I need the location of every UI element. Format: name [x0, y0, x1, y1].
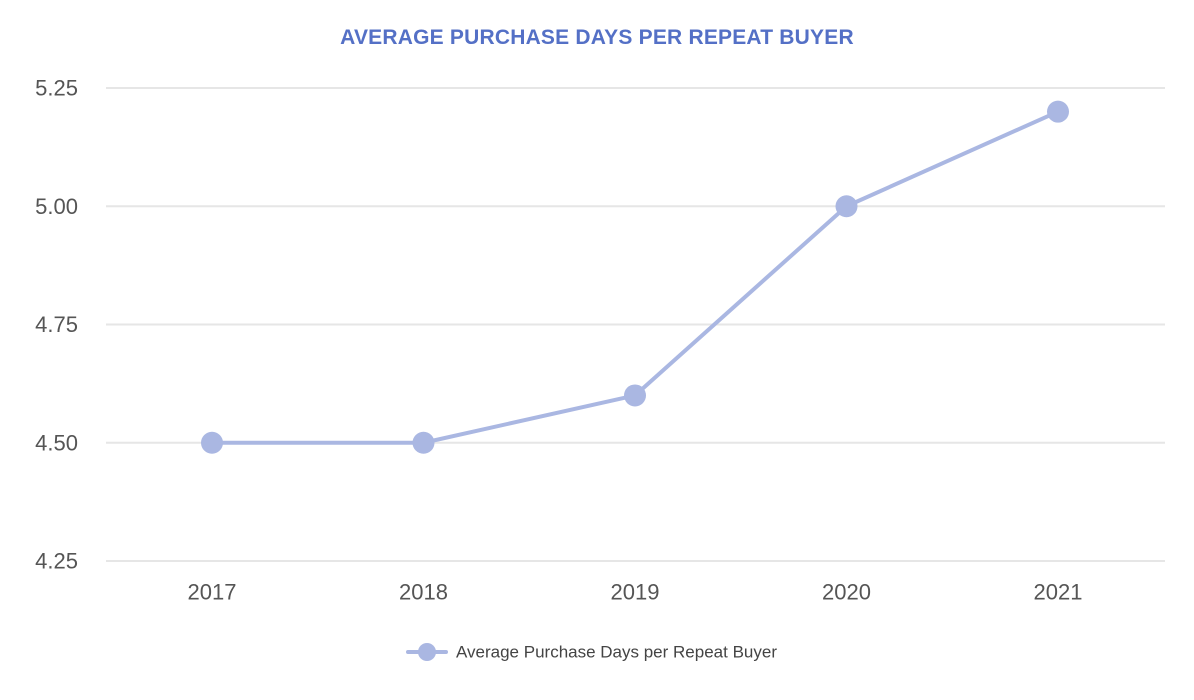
x-tick-label: 2017 [188, 580, 237, 605]
legend-label: Average Purchase Days per Repeat Buyer [456, 643, 777, 662]
y-tick-label: 4.50 [35, 430, 78, 455]
y-tick-label: 4.75 [35, 312, 78, 337]
y-tick-label: 5.00 [35, 194, 78, 219]
y-tick-label: 4.25 [35, 549, 78, 574]
x-tick-label: 2018 [399, 580, 448, 605]
grid-lines [106, 87, 1165, 562]
legend[interactable]: Average Purchase Days per Repeat Buyer [406, 643, 777, 662]
x-tick-label: 2021 [1034, 580, 1083, 605]
legend-point-marker [418, 643, 436, 661]
x-tick-label: 2020 [822, 580, 871, 605]
x-tick-label: 2019 [611, 580, 660, 605]
data-point-2017[interactable] [201, 431, 223, 454]
y-axis-ticks: 4.25 4.50 4.75 5.00 5.25 [35, 76, 78, 574]
data-point-2021[interactable] [1047, 100, 1069, 123]
x-axis-ticks: 2017 2018 2019 2020 2021 [188, 580, 1083, 605]
data-point-2018[interactable] [412, 431, 435, 454]
data-point-2019[interactable] [624, 384, 646, 407]
chart-title: AVERAGE PURCHASE DAYS PER REPEAT BUYER [340, 26, 854, 49]
data-point-2020[interactable] [835, 195, 858, 218]
y-tick-label: 5.25 [35, 76, 78, 101]
series-line-group [201, 100, 1069, 454]
